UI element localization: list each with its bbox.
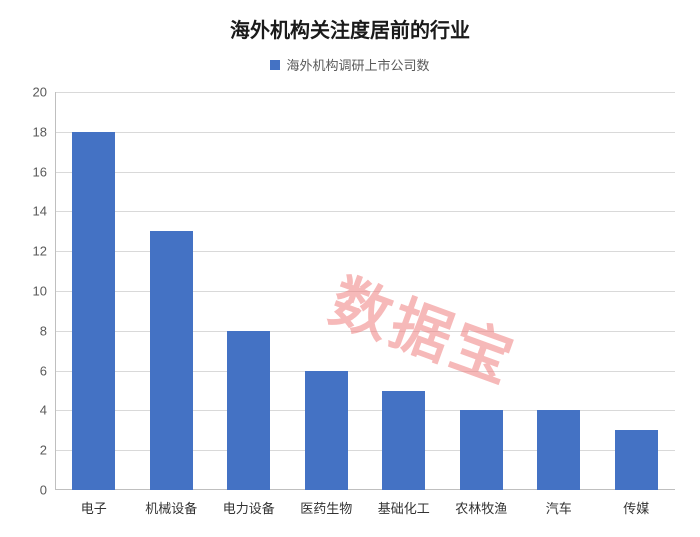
y-tick-label: 0 xyxy=(40,483,55,498)
y-tick-label: 16 xyxy=(33,164,55,179)
gridline xyxy=(55,251,675,252)
category-label: 传媒 xyxy=(623,490,649,517)
y-tick-label: 6 xyxy=(40,363,55,378)
bar xyxy=(227,331,270,490)
category-label: 基础化工 xyxy=(378,490,430,517)
y-tick-label: 14 xyxy=(33,204,55,219)
y-tick-label: 4 xyxy=(40,403,55,418)
chart-legend: 海外机构调研上市公司数 xyxy=(0,55,700,74)
y-tick-label: 10 xyxy=(33,284,55,299)
gridline xyxy=(55,172,675,173)
gridline xyxy=(55,132,675,133)
gridline xyxy=(55,291,675,292)
gridline xyxy=(55,371,675,372)
plot-region: 数据宝 02468101214161820电子机械设备电力设备医药生物基础化工农… xyxy=(55,92,675,490)
gridline xyxy=(55,92,675,93)
category-label: 医药生物 xyxy=(300,490,352,517)
bar xyxy=(305,371,348,490)
gridline xyxy=(55,331,675,332)
y-tick-label: 12 xyxy=(33,244,55,259)
legend-swatch xyxy=(270,60,280,70)
category-label: 汽车 xyxy=(546,490,572,517)
bar xyxy=(150,231,193,490)
bar xyxy=(460,410,503,490)
legend-label: 海外机构调研上市公司数 xyxy=(286,55,429,74)
chart-container: 海外机构关注度居前的行业 海外机构调研上市公司数 数据宝 02468101214… xyxy=(0,0,700,537)
category-label: 机械设备 xyxy=(145,490,197,517)
gridline xyxy=(55,450,675,451)
category-label: 电子 xyxy=(81,490,107,517)
watermark: 数据宝 xyxy=(320,253,530,400)
gridline xyxy=(55,410,675,411)
bar xyxy=(382,391,425,491)
y-tick-label: 2 xyxy=(40,443,55,458)
category-label: 农林牧渔 xyxy=(455,490,507,517)
bar xyxy=(72,132,115,490)
gridline xyxy=(55,211,675,212)
y-tick-label: 18 xyxy=(33,124,55,139)
bar xyxy=(615,430,658,490)
y-tick-label: 8 xyxy=(40,323,55,338)
chart-title: 海外机构关注度居前的行业 xyxy=(0,0,700,43)
category-label: 电力设备 xyxy=(223,490,275,517)
y-tick-label: 20 xyxy=(33,85,55,100)
bar xyxy=(537,410,580,490)
y-axis-line xyxy=(55,92,56,490)
